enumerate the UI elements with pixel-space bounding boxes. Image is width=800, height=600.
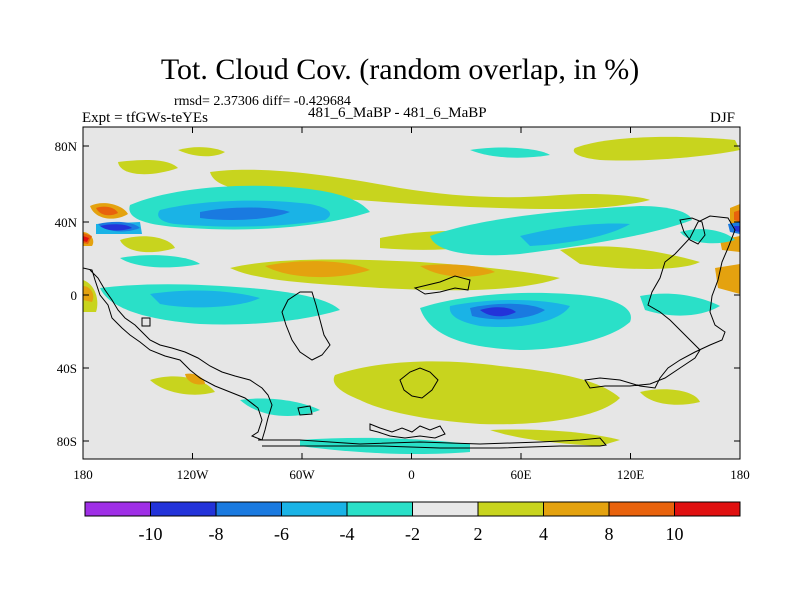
x-tick-label: 60E <box>511 467 532 482</box>
y-tick-label: 40S <box>57 361 77 376</box>
case-label: 481_6_MaBP - 481_6_MaBP <box>308 105 487 121</box>
contour-4-8 <box>185 373 205 385</box>
contour-2-4 <box>178 147 225 157</box>
contour-4-8 <box>83 286 94 302</box>
colorbar-label: -8 <box>209 524 224 544</box>
coastline-island-a <box>399 367 439 399</box>
colorbar-label: -10 <box>139 524 163 544</box>
colorbar-swatch <box>84 501 151 517</box>
contour-neg6-neg4 <box>150 290 260 308</box>
colorbar-swatch <box>608 501 675 517</box>
y-tick-label: 0 <box>71 288 78 303</box>
colorbar-swatch <box>215 501 282 517</box>
colorbar-swatch <box>477 501 544 517</box>
contour-neg4-neg2 <box>120 255 200 268</box>
contour-2-4 <box>120 236 175 253</box>
contour-2-4 <box>640 389 700 405</box>
coastline-africa-south <box>369 423 446 439</box>
axis-ticks <box>82 127 741 459</box>
contour-8-10 <box>96 206 118 216</box>
contour-4-8 <box>715 264 740 294</box>
x-tick-label: 120W <box>177 467 210 482</box>
colorbar-label: 4 <box>539 524 548 544</box>
y-tick-label: 40N <box>55 215 78 230</box>
x-tick-label: 180 <box>730 467 750 482</box>
coastline-asia <box>413 275 471 295</box>
contour-neg8-neg6 <box>200 207 290 220</box>
coastline-antarctica <box>258 437 607 449</box>
y-tick-label: 80S <box>57 434 77 449</box>
colorbar-swatch <box>346 501 413 517</box>
coastline-australia <box>584 215 736 389</box>
contour-neg4-neg2 <box>470 147 550 158</box>
contour-neg4-neg2 <box>680 229 735 244</box>
colorbar-label: 8 <box>605 524 614 544</box>
colorbar-label: 2 <box>474 524 483 544</box>
coastline-outlines <box>83 215 736 449</box>
contour-gt-10 <box>83 236 89 242</box>
colorbar-label: -2 <box>405 524 420 544</box>
contour-fields <box>83 136 740 454</box>
contour-2-4 <box>573 136 740 161</box>
contour-neg10-neg8 <box>734 226 740 232</box>
colorbar <box>84 501 741 517</box>
x-tick-label: 60W <box>289 467 315 482</box>
experiment-label: Expt = tfGWs-teYEs <box>82 110 208 126</box>
colorbar-labels: -10 -8 -6 -4 -2 2 4 8 10 <box>139 524 684 544</box>
x-tick-label: 180 <box>73 467 93 482</box>
colorbar-label: 10 <box>666 524 684 544</box>
colorbar-swatch <box>281 501 348 517</box>
colorbar-swatch <box>674 501 741 517</box>
season-label: DJF <box>710 110 736 126</box>
contour-4-8 <box>265 261 370 278</box>
colorbar-swatch <box>412 501 479 517</box>
x-tick-label: 120E <box>617 467 645 482</box>
contour-4-8 <box>420 264 495 277</box>
contour-2-4 <box>333 361 620 425</box>
colorbar-label: -6 <box>274 524 289 544</box>
coastline-greenland <box>679 217 706 245</box>
contour-neg4-neg2 <box>640 293 720 316</box>
y-tick-label: 80N <box>55 139 78 154</box>
contour-neg10-neg8 <box>480 307 516 317</box>
contour-neg6-neg4 <box>520 223 630 246</box>
colorbar-label: -4 <box>340 524 355 544</box>
x-tick-label: 0 <box>408 467 415 482</box>
coastline-americas <box>83 267 273 441</box>
contour-8-10 <box>734 210 740 222</box>
contour-2-4 <box>490 429 620 446</box>
coastline-south-america <box>281 291 331 361</box>
axis-tick-labels: 180 120W 60W 0 60E 120E 180 80N 40N 0 40S 80S <box>55 139 750 482</box>
stats-label: rmsd= 2.37306 diff= -0.429684 <box>174 94 351 109</box>
contour-neg4-neg2 <box>240 398 320 416</box>
contour-neg10-neg8 <box>100 224 132 231</box>
colorbar-swatch <box>150 501 217 517</box>
contour-2-4 <box>210 169 650 210</box>
coastline-island-c <box>141 317 151 327</box>
contour-2-4 <box>118 160 178 175</box>
colorbar-swatch <box>543 501 610 517</box>
coastline-island-b <box>297 405 313 416</box>
map-title: Tot. Cloud Cov. (random overlap, in %) <box>160 53 640 86</box>
